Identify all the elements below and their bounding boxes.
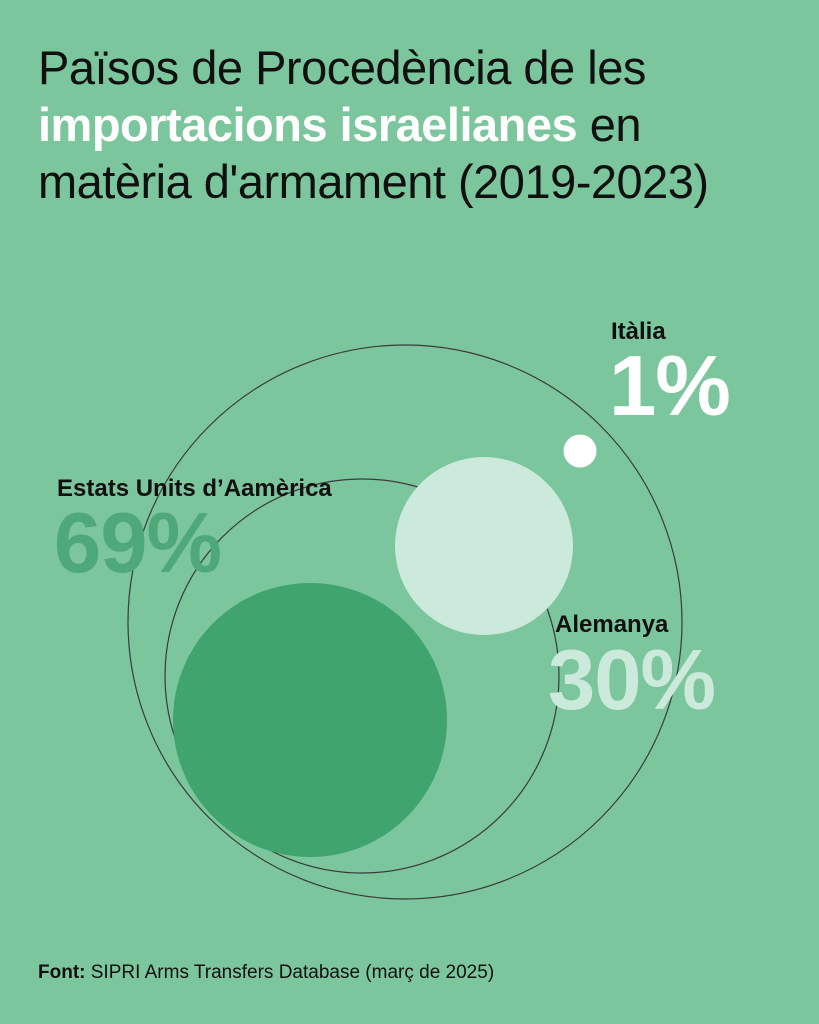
label-us-pct: 69% bbox=[54, 496, 222, 591]
label-italy-name: Itàlia bbox=[611, 318, 666, 345]
title-line-3: matèria d'armament (2019-2023) bbox=[38, 155, 709, 208]
source-note: Font: SIPRI Arms Transfers Database (mar… bbox=[38, 961, 494, 985]
title-line-2-rest: en bbox=[577, 98, 642, 151]
chart-title: Països de Procedència de les importacion… bbox=[38, 39, 709, 210]
label-italy-pct: 1% bbox=[609, 339, 731, 434]
bubble-us bbox=[173, 583, 447, 857]
source-note-text: SIPRI Arms Transfers Database (març de 2… bbox=[85, 962, 495, 983]
label-germany: Alemanya bbox=[555, 611, 668, 639]
bubble-germany bbox=[395, 457, 573, 635]
label-italy: Itàlia bbox=[611, 318, 666, 346]
source-note-prefix: Font: bbox=[38, 962, 86, 983]
label-germany-name: Alemanya bbox=[555, 611, 669, 638]
ring-outer bbox=[127, 344, 683, 900]
title-line-2: importacions israelianes en bbox=[38, 96, 709, 153]
label-us-name: Estats Units d’Aamèrica bbox=[57, 475, 332, 502]
label-germany-pct: 30% bbox=[548, 633, 716, 728]
title-line-1: Països de Procedència de les bbox=[38, 41, 646, 94]
bubble-italy bbox=[563, 434, 597, 468]
label-us: Estats Units d’Aamèrica bbox=[57, 475, 332, 503]
title-highlight: importacions israelianes bbox=[38, 98, 578, 151]
ring-inner bbox=[164, 478, 560, 874]
